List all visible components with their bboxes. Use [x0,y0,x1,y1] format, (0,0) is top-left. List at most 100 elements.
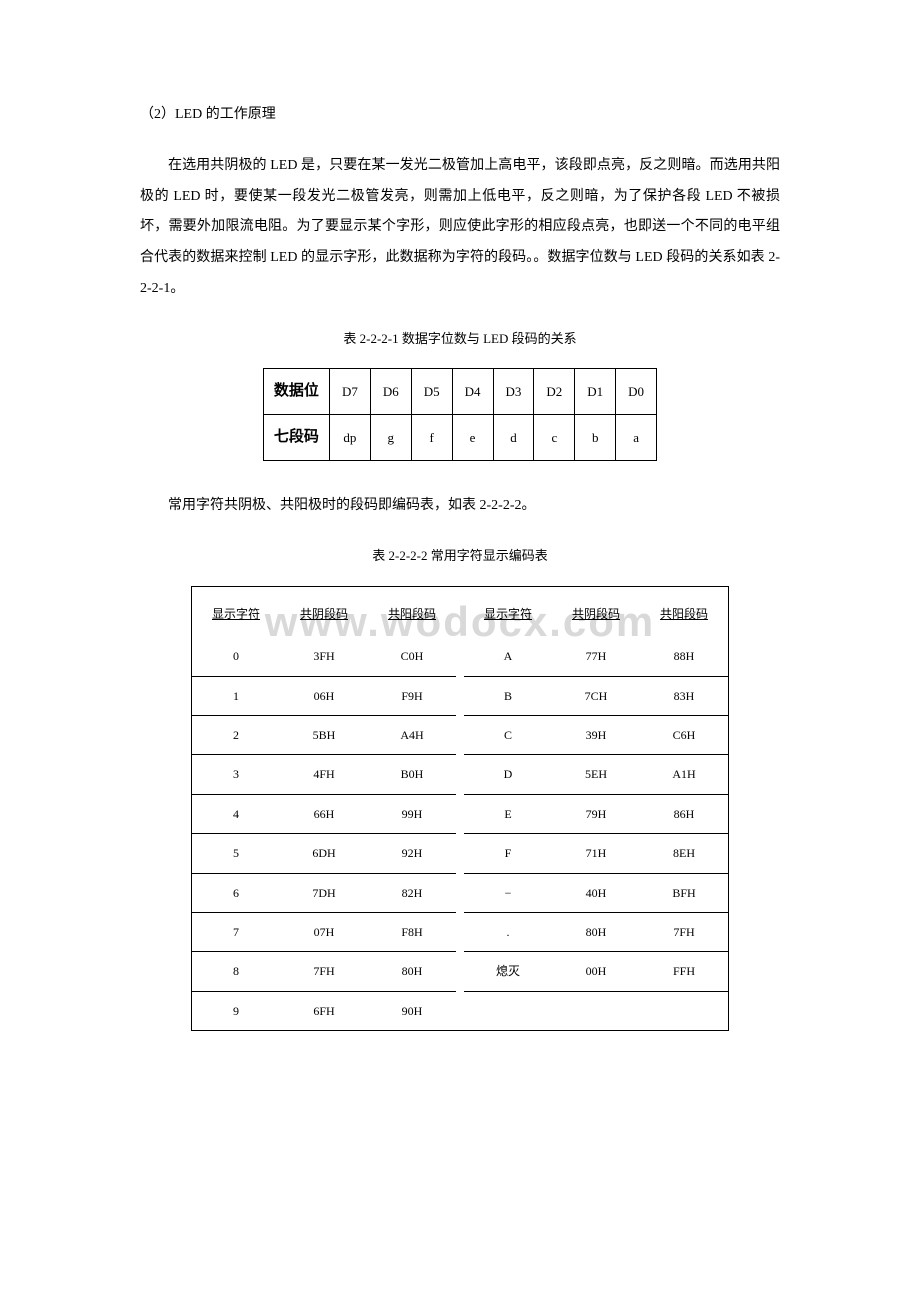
cell: 80H [552,912,640,951]
cell: . [464,912,552,951]
cell: 9 [192,991,281,1030]
table-row: 25BHA4HC39HC6H [192,715,729,754]
cell: dp [329,415,370,461]
separator [456,755,464,794]
cell [464,991,552,1030]
cell: D0 [616,369,657,415]
body-paragraph: 在选用共阴极的 LED 是，只要在某一发光二极管加上高电平，该段即点亮，反之则暗… [140,151,780,305]
table1-caption: 表 2-2-2-1 数据字位数与 LED 段码的关系 [140,325,780,354]
cell: 39H [552,715,640,754]
cell: 7DH [280,873,368,912]
cell: 3 [192,755,281,794]
bit-table: 数据位 D7 D6 D5 D4 D3 D2 D1 D0 七段码 dp g f e… [263,368,657,461]
separator [456,794,464,833]
mid-paragraph: 常用字符共阴极、共阳极时的段码即编码表，如表 2-2-2-2。 [140,491,780,522]
header-cell: 共阳段码 [640,586,729,637]
cell: A4H [368,715,456,754]
separator [456,834,464,873]
cell: A1H [640,755,729,794]
cell: D7 [329,369,370,415]
cell: C0H [368,637,456,676]
cell: 92H [368,834,456,873]
table2-container: 显示字符 共阴段码 共阳段码 显示字符 共阴段码 共阳段码 03FHC0HA77… [140,586,780,1031]
cell: 0 [192,637,281,676]
cell: 86H [640,794,729,833]
table-row: 03FHC0HA77H88H [192,637,729,676]
cell: 2 [192,715,281,754]
header-cell: 共阴段码 [280,586,368,637]
table-row: 106HF9HB7CH83H [192,676,729,715]
cell: 00H [552,952,640,991]
cell: 熄灭 [464,952,552,991]
cell: 4FH [280,755,368,794]
table-row: 707HF8H.80H7FH [192,912,729,951]
cell: − [464,873,552,912]
cell: C6H [640,715,729,754]
table-row: 七段码 dp g f e d c b a [263,415,656,461]
cell: D [464,755,552,794]
cell: 5EH [552,755,640,794]
cell: D4 [452,369,493,415]
cell: 66H [280,794,368,833]
cell: D2 [534,369,575,415]
cell: 88H [640,637,729,676]
cell: 1 [192,676,281,715]
table-row: 466H99HE79H86H [192,794,729,833]
separator [456,873,464,912]
separator [456,637,464,676]
header-cell: 共阴段码 [552,586,640,637]
cell: C [464,715,552,754]
cell: 5BH [280,715,368,754]
cell: 6DH [280,834,368,873]
table-row: 96FH90H [192,991,729,1030]
table-row: 87FH80H熄灭00HFFH [192,952,729,991]
cell: a [616,415,657,461]
cell: 07H [280,912,368,951]
section-heading: （2）LED 的工作原理 [140,100,780,131]
cell: E [464,794,552,833]
cell: e [452,415,493,461]
cell: 79H [552,794,640,833]
header-cell: 显示字符 [192,586,281,637]
cell: D6 [370,369,411,415]
cell: F9H [368,676,456,715]
table-row: 34FHB0HD5EHA1H [192,755,729,794]
cell: D3 [493,369,534,415]
cell: 8EH [640,834,729,873]
cell: 40H [552,873,640,912]
cell: B0H [368,755,456,794]
cell: 7CH [552,676,640,715]
cell: 3FH [280,637,368,676]
row-label: 七段码 [263,415,329,461]
cell: 7 [192,912,281,951]
encoding-table: 显示字符 共阴段码 共阳段码 显示字符 共阴段码 共阳段码 03FHC0HA77… [191,586,729,1031]
cell: f [411,415,452,461]
cell: 90H [368,991,456,1030]
table-header-row: 显示字符 共阴段码 共阳段码 显示字符 共阴段码 共阳段码 [192,586,729,637]
cell: B [464,676,552,715]
cell: 5 [192,834,281,873]
cell: D1 [575,369,616,415]
separator [456,912,464,951]
cell: 8 [192,952,281,991]
cell: F [464,834,552,873]
cell: g [370,415,411,461]
cell: 7FH [280,952,368,991]
header-cell: 共阳段码 [368,586,456,637]
cell: 80H [368,952,456,991]
cell: 6FH [280,991,368,1030]
cell [552,991,640,1030]
table-row: 56DH92HF71H8EH [192,834,729,873]
cell: F8H [368,912,456,951]
cell: 77H [552,637,640,676]
separator [456,952,464,991]
cell: BFH [640,873,729,912]
cell: b [575,415,616,461]
table-row: 67DH82H−40HBFH [192,873,729,912]
row-label: 数据位 [263,369,329,415]
header-cell: 显示字符 [464,586,552,637]
separator [456,676,464,715]
table2-caption: 表 2-2-2-2 常用字符显示编码表 [140,542,780,571]
cell: 99H [368,794,456,833]
cell: c [534,415,575,461]
